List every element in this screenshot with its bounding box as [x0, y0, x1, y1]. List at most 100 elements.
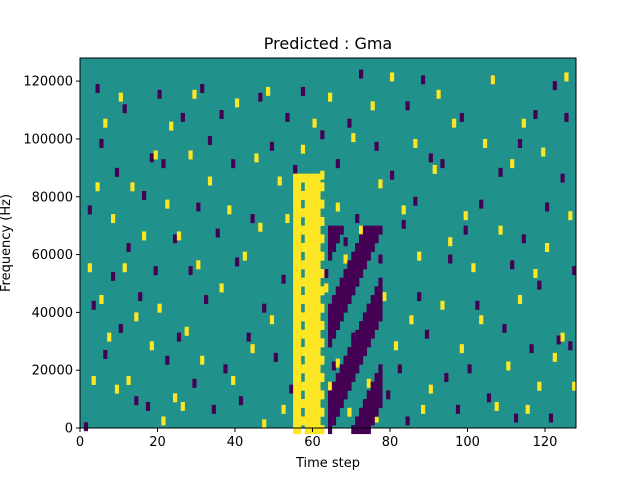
heatmap-cell-low — [180, 112, 185, 122]
heatmap-cell-low — [99, 138, 104, 148]
heatmap-cell-low — [331, 225, 337, 235]
heatmap-cell-high — [300, 144, 306, 154]
heatmap-cell-low — [486, 393, 492, 403]
heatmap-cell-high — [560, 332, 565, 342]
heatmap-cell-low — [335, 234, 340, 244]
heatmap-cell-low — [246, 332, 251, 342]
heatmap-cell-high — [242, 251, 247, 261]
heatmap-cell-high — [552, 352, 557, 362]
heatmap-cell-high — [541, 147, 546, 157]
heatmap-cell-low — [347, 355, 352, 365]
heatmap-cell-low — [328, 303, 333, 313]
heatmap-cell-low — [424, 329, 430, 339]
heatmap-cell-high — [308, 347, 313, 357]
heatmap-cell-high — [510, 159, 515, 169]
heatmap-cell-low — [355, 214, 360, 224]
heatmap-cell-high — [180, 401, 185, 411]
heatmap-cell-high — [316, 173, 321, 183]
heatmap-cell-low — [238, 396, 244, 406]
heatmap-cell-high — [312, 303, 317, 313]
heatmap-cell-low — [366, 312, 371, 322]
heatmap-cell-high — [440, 300, 445, 310]
heatmap-cell-high — [297, 329, 302, 339]
heatmap-cell-high — [293, 277, 298, 287]
heatmap-cell-low — [479, 199, 484, 209]
heatmap-cell-high — [312, 321, 317, 331]
heatmap-cell-high — [308, 303, 313, 313]
heatmap-cell-high — [293, 416, 298, 426]
heatmap-cell-low — [351, 332, 356, 342]
heatmap-cell-high — [316, 312, 321, 322]
heatmap-cell-high — [312, 216, 317, 226]
heatmap-cell-high — [316, 260, 321, 270]
x-tick-label: 40 — [227, 435, 244, 450]
heatmap-cell-low — [343, 303, 348, 313]
heatmap-cell-low — [370, 329, 375, 339]
heatmap-cell-low — [355, 416, 360, 426]
heatmap-cell-high — [316, 277, 321, 287]
heatmap-cell-high — [316, 364, 321, 374]
heatmap-cell-high — [285, 214, 290, 224]
heatmap-cell-high — [316, 390, 321, 400]
heatmap-cell-high — [99, 295, 104, 304]
heatmap-cell-low — [347, 347, 352, 357]
heatmap-cell-high — [266, 86, 271, 96]
heatmap-cell-low — [362, 251, 368, 261]
heatmap-cell-high — [316, 190, 321, 200]
heatmap-cell-low — [343, 364, 348, 374]
heatmap-cell-low — [328, 416, 333, 426]
heatmap-cell-low — [374, 234, 379, 244]
heatmap-cell-high — [293, 182, 298, 192]
heatmap-cell-high — [262, 419, 267, 429]
heatmap-cell-low — [262, 303, 267, 313]
heatmap-cell-low — [331, 399, 337, 409]
heatmap-cell-low — [355, 277, 360, 287]
heatmap-cell-low — [572, 266, 577, 276]
heatmap-cell-low — [475, 300, 480, 310]
y-tick-label: 120000 — [23, 75, 73, 90]
heatmap-cell-high — [316, 199, 321, 209]
heatmap-cell-high — [308, 364, 313, 374]
heatmap-cell-high — [304, 381, 309, 391]
heatmap-cell-low — [366, 425, 371, 435]
heatmap-cell-low — [347, 295, 352, 304]
heatmap-cell-high — [316, 216, 321, 226]
heatmap-cell-low — [328, 243, 333, 252]
heatmap-cell-low — [347, 381, 352, 391]
heatmap-cell-low — [529, 344, 534, 354]
heatmap-cell-low — [370, 295, 375, 304]
heatmap-cell-low — [378, 303, 383, 313]
heatmap-cell-high — [297, 303, 302, 313]
heatmap-cell-low — [378, 277, 383, 287]
heatmap-cell-high — [312, 295, 317, 304]
heatmap-cell-low — [331, 312, 337, 322]
heatmap-cell-high — [300, 260, 306, 270]
heatmap-cell-low — [362, 347, 368, 357]
heatmap-cell-high — [293, 269, 298, 278]
heatmap-cell-high — [304, 173, 309, 183]
heatmap-cell-high — [432, 164, 437, 174]
heatmap-cell-low — [359, 269, 364, 278]
heatmap-cell-low — [355, 338, 360, 348]
heatmap-cell-high — [300, 381, 306, 391]
heatmap-cell-high — [308, 338, 313, 348]
heatmap-cell-high — [308, 416, 313, 426]
heatmap-cell-low — [374, 381, 379, 391]
heatmap-cell-low — [351, 425, 356, 435]
heatmap-cell-low — [351, 286, 356, 296]
heatmap-cell-low — [339, 225, 344, 235]
heatmap-cell-high — [572, 381, 577, 391]
heatmap-cell-low — [331, 243, 337, 252]
y-tick-label: 80000 — [32, 190, 73, 205]
heatmap-cell-low — [126, 243, 131, 252]
heatmap-cell-low — [335, 159, 340, 169]
heatmap-cell-low — [335, 407, 340, 417]
heatmap-cell-low — [568, 341, 573, 351]
heatmap-cell-high — [297, 243, 302, 252]
heatmap-cell-high — [277, 176, 282, 186]
heatmap-cell-low — [335, 286, 340, 296]
heatmap-cell-high — [312, 329, 317, 339]
heatmap-cell-high — [122, 263, 127, 273]
heatmap-cell-low — [405, 416, 410, 426]
heatmap-cell-high — [297, 399, 302, 409]
